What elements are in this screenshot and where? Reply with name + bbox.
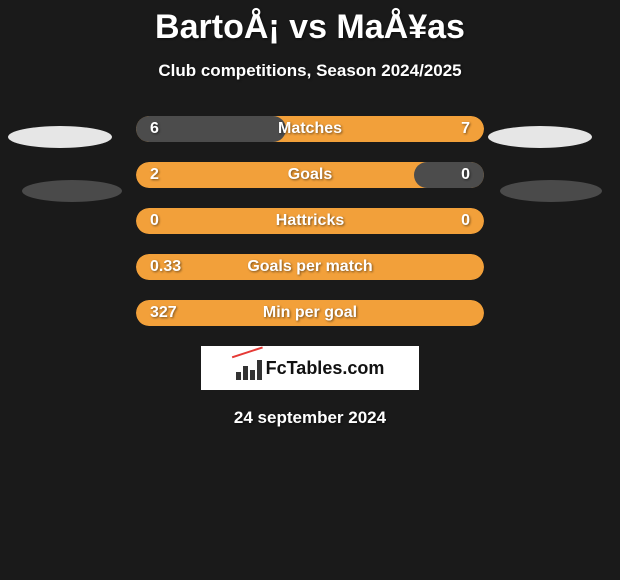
decorative-ellipse [488, 126, 592, 148]
stat-row: 2 Goals 0 [136, 162, 484, 188]
stat-row: 0.33 Goals per match [136, 254, 484, 280]
stat-right-value: 0 [461, 166, 470, 184]
decorative-ellipse [8, 126, 112, 148]
stat-left-value: 327 [150, 304, 177, 322]
stat-right-value: 7 [461, 120, 470, 138]
stat-row: 327 Min per goal [136, 300, 484, 326]
stat-left-value: 2 [150, 166, 159, 184]
logo-box: FcTables.com [201, 346, 419, 390]
stat-center-label: Goals [288, 166, 332, 184]
stat-left-value: 0 [150, 212, 159, 230]
decorative-ellipse [22, 180, 122, 202]
decorative-ellipse [500, 180, 602, 202]
stat-center-label: Matches [278, 120, 342, 138]
date-label: 24 september 2024 [0, 408, 620, 428]
stat-right-value: 0 [461, 212, 470, 230]
stat-bar-right-fill [414, 162, 484, 188]
stat-left-value: 6 [150, 120, 159, 138]
logo-text: FcTables.com [266, 358, 385, 379]
page-title: BartoÅ¡ vs MaÅ¥as [0, 0, 620, 47]
logo-chart-icon [236, 356, 264, 380]
stat-row: 6 Matches 7 [136, 116, 484, 142]
stat-row: 0 Hattricks 0 [136, 208, 484, 234]
subtitle: Club competitions, Season 2024/2025 [0, 61, 620, 81]
stat-left-value: 0.33 [150, 258, 181, 276]
stat-center-label: Goals per match [247, 258, 372, 276]
stat-center-label: Hattricks [276, 212, 344, 230]
stats-container: 6 Matches 7 2 Goals 0 0 Hattricks 0 0.33 Goals per… [136, 116, 484, 326]
stat-center-label: Min per goal [263, 304, 357, 322]
